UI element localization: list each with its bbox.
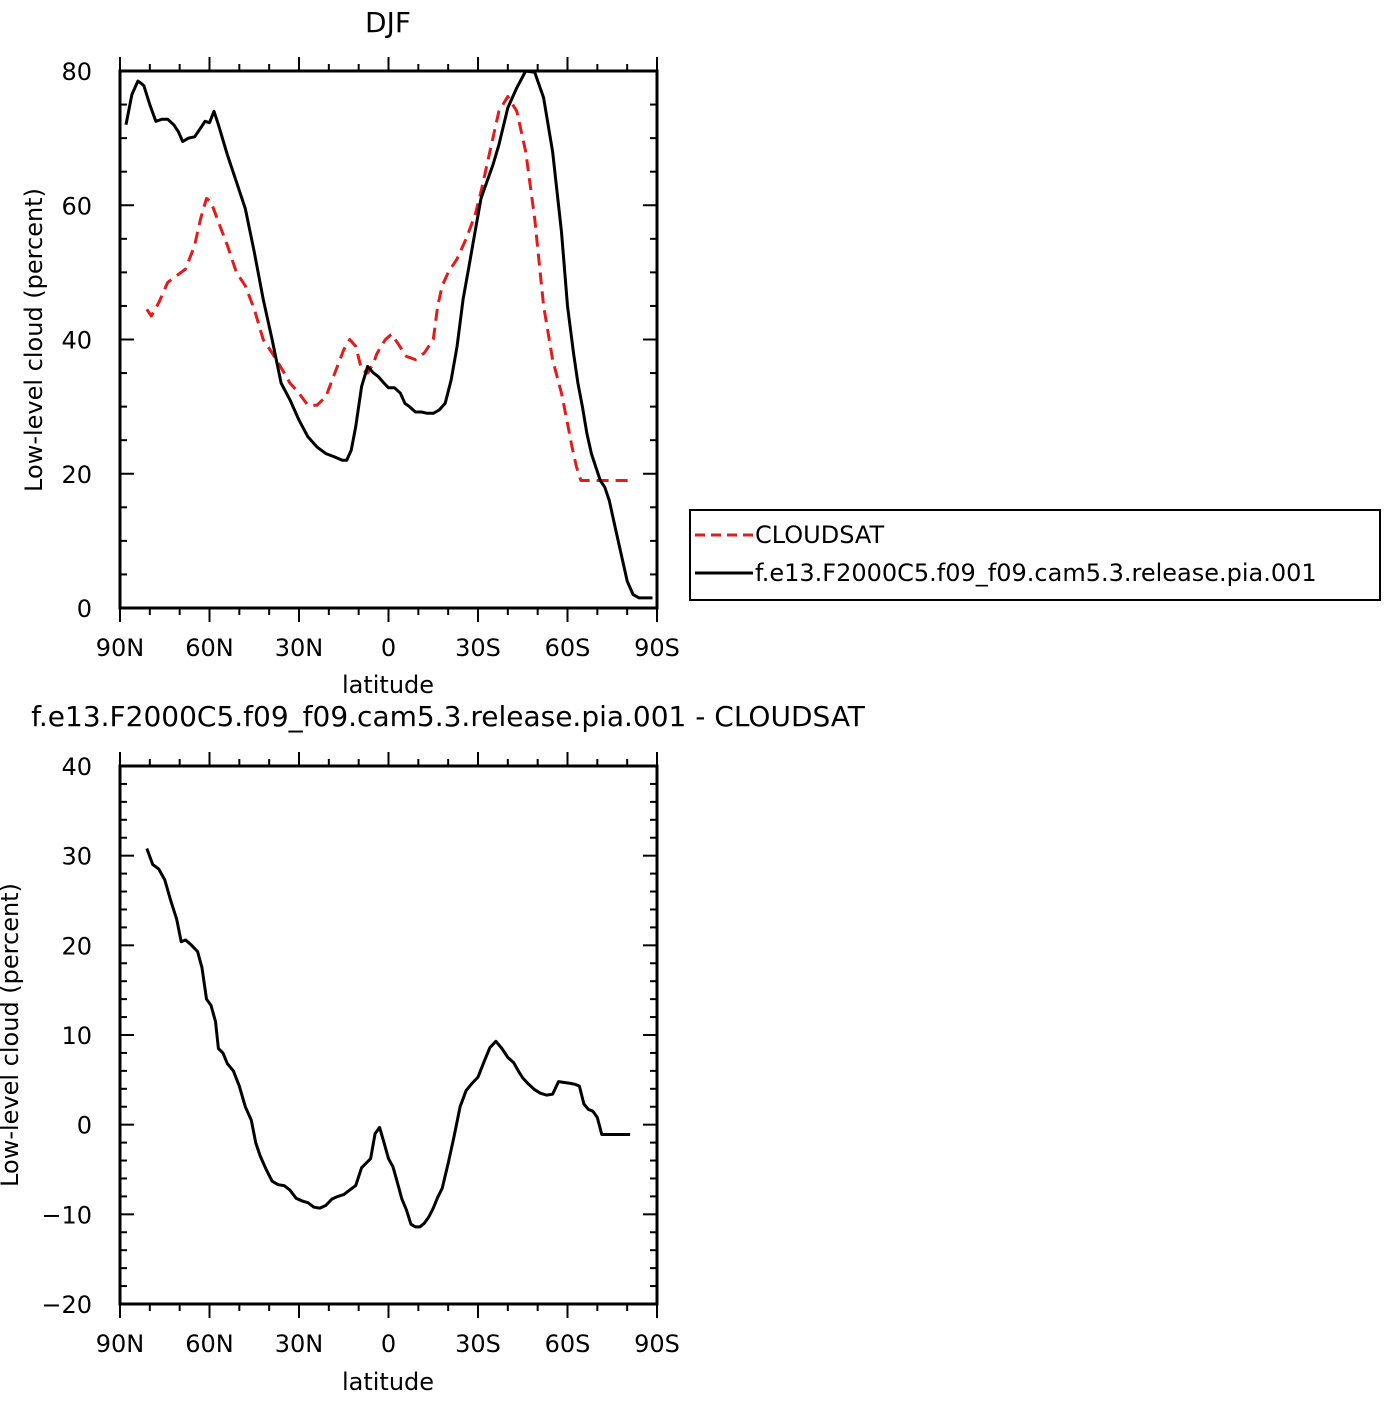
bottom-chart-y-tick-label: 0 bbox=[77, 1112, 92, 1140]
bottom-chart-x-tick-label: 30N bbox=[275, 1330, 324, 1358]
bottom-chart-x-tick-labels: 90N 60N 30N 0 30S 60S 90S bbox=[96, 1330, 680, 1358]
bottom-chart-series bbox=[145, 847, 631, 1229]
bottom-chart-title: f.e13.F2000C5.f09_f09.cam5.3.release.pia… bbox=[31, 700, 866, 733]
bottom-chart-y-tick-label: 40 bbox=[61, 753, 92, 781]
legend-box bbox=[689, 509, 1381, 601]
bottom-chart-x-axis-label: latitude bbox=[342, 1368, 434, 1396]
bottom-chart-x-tick-label: 90N bbox=[96, 1330, 145, 1358]
bottom-chart-y-axis-label: Low-level cloud (percent) bbox=[0, 883, 24, 1187]
top-chart-x-tick-label: 30N bbox=[275, 634, 324, 662]
bottom-chart-x-tick-label: 60S bbox=[545, 1330, 591, 1358]
top-chart-x-tick-label: 60N bbox=[185, 634, 234, 662]
bottom-chart-x-tick-label: 30S bbox=[455, 1330, 501, 1358]
top-chart-x-axis-label: latitude bbox=[342, 671, 434, 699]
top-chart-series bbox=[124, 69, 653, 600]
top-chart-y-tick-label: 0 bbox=[77, 595, 92, 623]
top-chart-y-tick-label: 80 bbox=[61, 58, 92, 86]
top-chart-title: DJF bbox=[365, 6, 411, 39]
bottom-chart-x-tick-label: 90S bbox=[634, 1330, 680, 1358]
top-chart-y-axis-label: Low-level cloud (percent) bbox=[20, 188, 48, 492]
top-chart-x-tick-label: 60S bbox=[545, 634, 591, 662]
top-chart-x-tick-label: 0 bbox=[381, 634, 396, 662]
top-chart-x-tick-label: 30S bbox=[455, 634, 501, 662]
bottom-chart-y-tick-label: 30 bbox=[61, 843, 92, 871]
bottom-chart-x-tick-label: 0 bbox=[381, 1330, 396, 1358]
legend-label-cloudsat: CLOUDSAT bbox=[755, 521, 884, 549]
legend: CLOUDSAT f.e13.F2000C5.f09_f09.cam5.3.re… bbox=[689, 509, 1381, 601]
bottom-chart-panel: f.e13.F2000C5.f09_f09.cam5.3.release.pia… bbox=[0, 700, 866, 1396]
top-chart-y-tick-label: 40 bbox=[61, 327, 92, 355]
top-chart-x-tick-labels: 90N 60N 30N 0 30S 60S 90S bbox=[96, 634, 680, 662]
bottom-chart-frame bbox=[118, 764, 659, 1306]
bottom-chart-x-tick-label: 60N bbox=[185, 1330, 234, 1358]
bottom-chart-y-tick-label: 10 bbox=[61, 1022, 92, 1050]
top-chart-series-line-1 bbox=[124, 69, 653, 600]
top-chart-y-tick-labels: 0 20 40 60 80 bbox=[61, 58, 92, 623]
bottom-chart-y-tick-label: 20 bbox=[61, 932, 92, 960]
top-chart-y-tick-label: 20 bbox=[61, 461, 92, 489]
top-chart-ticks bbox=[119, 57, 658, 622]
top-chart-x-tick-label: 90N bbox=[96, 634, 145, 662]
bottom-chart-y-tick-label: −20 bbox=[41, 1291, 92, 1319]
bottom-chart-series-line-0 bbox=[145, 847, 631, 1229]
top-chart-x-tick-label: 90S bbox=[634, 634, 680, 662]
top-chart-panel: DJF 90N 60N 30N 0 30S 60S 90S 0 20 40 60 80 latitu… bbox=[20, 6, 680, 699]
bottom-chart-y-tick-label: −10 bbox=[41, 1201, 92, 1229]
bottom-chart-y-tick-labels: −20 −10 0 10 20 30 40 bbox=[41, 753, 92, 1319]
top-chart-y-tick-label: 60 bbox=[61, 192, 92, 220]
top-chart-series-line-0 bbox=[145, 95, 631, 482]
top-chart-frame bbox=[118, 69, 659, 610]
bottom-chart-ticks bbox=[119, 752, 658, 1318]
legend-label-model: f.e13.F2000C5.f09_f09.cam5.3.release.pia… bbox=[755, 559, 1317, 587]
